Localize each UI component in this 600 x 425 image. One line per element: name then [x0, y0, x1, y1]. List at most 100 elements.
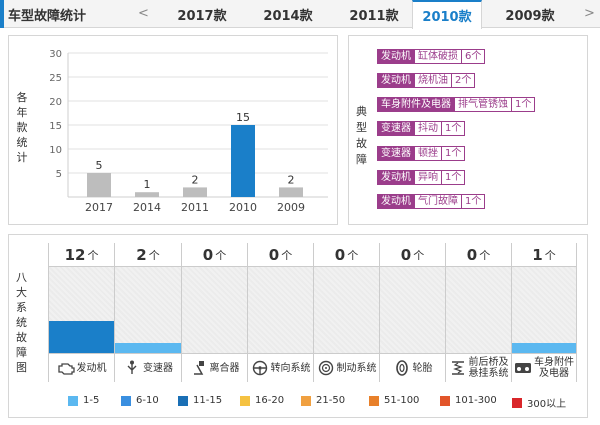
fault-category-tag: 发动机 [377, 73, 415, 88]
system-count-value: 0 [202, 245, 214, 264]
tab-2017[interactable]: 2017款 [177, 8, 227, 24]
system-column[interactable]: 0 个前后桥及悬挂系统 [445, 243, 511, 382]
tab-2014[interactable]: 2014款 [263, 8, 313, 24]
legend-swatch [121, 395, 131, 406]
fault-count: 1个 [512, 97, 536, 112]
bar[interactable] [279, 187, 303, 197]
y-axis-label-char: 各 [17, 90, 28, 104]
system-count-value: 0 [268, 245, 280, 264]
legend-label: 6-10 [136, 395, 159, 406]
y-axis-label-char: 计 [17, 151, 28, 164]
fault-description: 异响 [415, 170, 442, 185]
fault-description: 气门故障 [415, 194, 462, 209]
system-column[interactable]: 12 个发动机 [48, 243, 114, 382]
system-fault-level [247, 267, 313, 353]
y-axis-label-char: 年 [17, 105, 28, 119]
fault-count: 1个 [462, 194, 486, 209]
system-name-button[interactable]: 发动机 [48, 353, 114, 382]
fault-item[interactable]: 变速器 抖动 1个 [377, 121, 466, 136]
system-column[interactable]: 2 个变速器 [114, 243, 181, 382]
system-name-button[interactable]: 前后桥及悬挂系统 [445, 353, 511, 382]
system-name-label: 变速器 [143, 362, 173, 374]
x-tick-label: 2010 [229, 201, 257, 214]
y-tick-label: 25 [49, 73, 62, 84]
system-name-button[interactable]: 离合器 [181, 353, 247, 382]
x-tick-label: 2009 [277, 201, 305, 214]
system-column[interactable]: 0 个离合器 [181, 243, 247, 382]
fault-item[interactable]: 发动机 气门故障 1个 [377, 194, 486, 209]
system-fault-level [114, 267, 181, 353]
system-count-unit: 个 [479, 248, 491, 262]
header-bar: 车型故障统计 < 2017款 2014款 2011款 2010款 2009款 > [0, 0, 600, 29]
legend-item: 1-5 [68, 395, 99, 406]
legend-swatch [178, 395, 188, 406]
fault-count: 2个 [452, 73, 476, 88]
system-name-button[interactable]: 车身附件及电器 [511, 353, 576, 382]
system-name-button[interactable]: 变速器 [114, 353, 181, 382]
legend-item: 21-50 [301, 395, 345, 406]
legend-label: 16-20 [255, 395, 285, 406]
suspension-icon [449, 360, 467, 376]
bar-value-label: 15 [236, 111, 250, 124]
legend-label: 101-300 [455, 395, 497, 406]
system-column[interactable]: 0 个制动系统 [313, 243, 379, 382]
tab-2011[interactable]: 2011款 [349, 8, 399, 24]
fault-count: 1个 [442, 170, 466, 185]
system-fault-level [379, 267, 445, 353]
y-axis-label-char: 款 [17, 120, 28, 134]
system-count-unit: 个 [281, 248, 293, 262]
fault-count: 1个 [442, 146, 466, 161]
system-name-label: 发动机 [76, 362, 107, 374]
bar[interactable] [87, 173, 111, 197]
system-column[interactable]: 1 个车身附件及电器 [511, 243, 576, 382]
legend-swatch [301, 395, 311, 406]
bar[interactable] [183, 187, 207, 197]
bar[interactable] [135, 192, 159, 197]
y-tick-label: 15 [49, 121, 62, 132]
system-name-button[interactable]: 轮胎 [379, 353, 445, 382]
fault-item[interactable]: 发动机 异响 1个 [377, 170, 466, 185]
system-fault-level [445, 267, 511, 353]
system-column[interactable]: 0 个转向系统 [247, 243, 313, 382]
legend-label: 21-50 [316, 395, 346, 406]
system-count-unit: 个 [148, 248, 160, 262]
bar[interactable] [231, 125, 255, 197]
system-name-label: 轮胎 [412, 362, 433, 374]
legend-item: 16-20 [240, 395, 284, 406]
fault-description: 烧机油 [415, 73, 452, 88]
system-name-button[interactable]: 转向系统 [247, 353, 313, 382]
y-tick-label: 20 [49, 97, 62, 108]
legend-label: 1-5 [83, 395, 100, 406]
system-column[interactable]: 0 个轮胎 [379, 243, 445, 382]
system-count-unit: 个 [215, 248, 227, 262]
fault-item[interactable]: 变速器 顿挫 1个 [377, 146, 466, 161]
fault-category-tag: 发动机 [377, 194, 415, 209]
fault-item[interactable]: 发动机 缸体破损 6个 [377, 49, 486, 64]
legend-item: 300以上 [512, 395, 566, 410]
fault-description: 顿挫 [415, 146, 442, 161]
legend-item: 101-300 [440, 395, 497, 406]
system-count-unit: 个 [347, 248, 359, 262]
fault-category-tag: 发动机 [377, 170, 415, 185]
fault-item[interactable]: 发动机 烧机油 2个 [377, 73, 476, 88]
fault-item[interactable]: 车身附件及电器 排气管锈蚀 1个 [377, 97, 536, 112]
system-fault-level [48, 267, 114, 353]
tab-2009[interactable]: 2009款 [505, 8, 555, 24]
system-count-value: 1 [532, 245, 543, 264]
legend-label: 300以上 [527, 399, 567, 410]
steering-wheel-icon [251, 360, 269, 376]
tab-2010[interactable]: 2010款 [412, 0, 482, 29]
legend-item: 6-10 [121, 395, 159, 406]
next-arrow-icon[interactable]: > [584, 6, 595, 21]
legend-swatch [369, 395, 379, 406]
system-name-button[interactable]: 制动系统 [313, 353, 379, 382]
fault-category-tag: 车身附件及电器 [377, 97, 455, 112]
prev-arrow-icon[interactable]: < [138, 6, 149, 21]
